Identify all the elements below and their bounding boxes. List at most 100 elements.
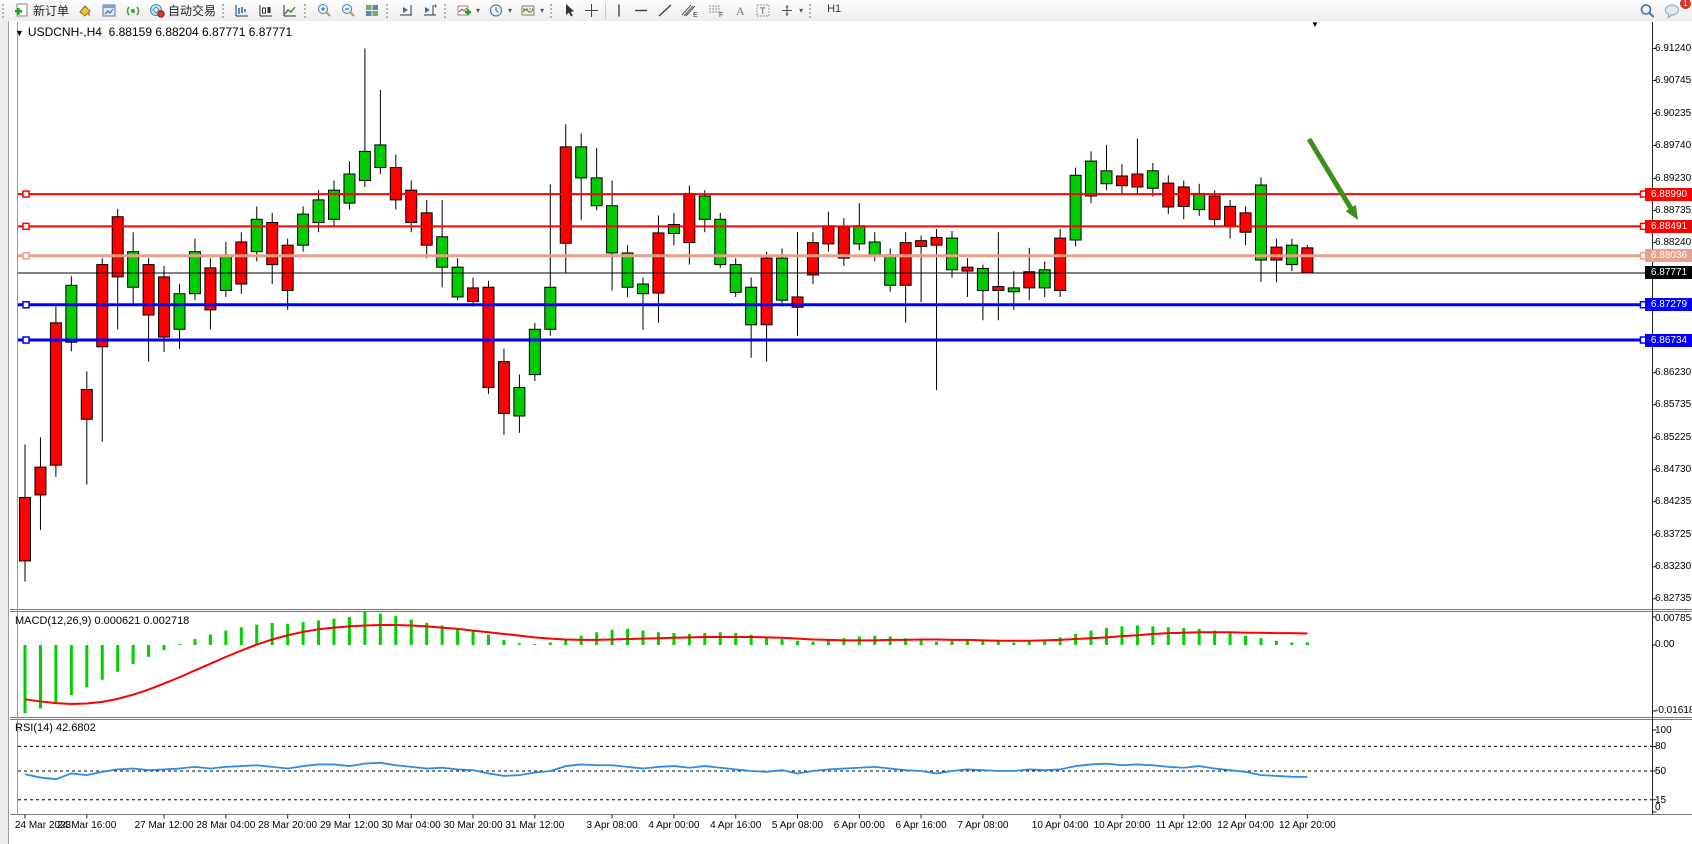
candle-body bbox=[1177, 186, 1190, 207]
candle-body bbox=[158, 276, 171, 338]
level-price-label: 6.86734 bbox=[1645, 333, 1692, 347]
candle-body bbox=[1146, 170, 1159, 189]
candle-body bbox=[976, 267, 989, 291]
candle-body bbox=[1023, 271, 1036, 289]
candle-body bbox=[173, 293, 186, 330]
candle-body bbox=[374, 144, 387, 169]
templates-button[interactable]: ▾ bbox=[516, 1, 548, 20]
ohlc-values: 6.88159 6.88204 6.87771 6.87771 bbox=[108, 25, 293, 39]
periods-dropdown-arrow[interactable]: ▾ bbox=[508, 6, 513, 15]
candle-body bbox=[528, 328, 541, 376]
chat-bubble-icon bbox=[1665, 4, 1679, 19]
cursor-tool-button[interactable] bbox=[558, 1, 580, 20]
search-button[interactable] bbox=[1635, 1, 1660, 20]
candle-body bbox=[1007, 287, 1020, 293]
arrows-tool-button[interactable]: ▾ bbox=[775, 1, 807, 20]
candle-body bbox=[992, 286, 1005, 291]
svg-text:A: A bbox=[736, 4, 745, 18]
symbol-timeframe-label: USDCNH-,H4 bbox=[27, 25, 102, 39]
candle-body bbox=[791, 296, 804, 308]
indicators-dropdown-arrow[interactable]: ▾ bbox=[476, 6, 481, 15]
candle-body bbox=[358, 150, 371, 181]
chart-shift-icon bbox=[424, 4, 438, 16]
price-axis-label: 6.89230 bbox=[1655, 172, 1692, 184]
chart-shift-button[interactable] bbox=[418, 1, 442, 20]
time-axis-label: 29 Mar 12:00 bbox=[319, 820, 379, 831]
level-handle-left[interactable] bbox=[22, 336, 30, 344]
line-chart-mode-button[interactable] bbox=[278, 1, 302, 20]
candle-body bbox=[1301, 247, 1314, 274]
candle-body bbox=[1100, 170, 1113, 185]
symbol-dropdown-icon[interactable]: ▼ bbox=[15, 28, 24, 38]
chart-plot-svg[interactable] bbox=[9, 21, 1692, 844]
text-tool-button[interactable]: A bbox=[729, 1, 751, 20]
tile-windows-icon bbox=[366, 5, 379, 16]
auto-scroll-button[interactable] bbox=[394, 1, 418, 20]
rsi-indicator-label: RSI(14) 42.6802 bbox=[15, 722, 96, 734]
time-axis-label: 12 Apr 04:00 bbox=[1217, 820, 1274, 831]
time-axis-label: 28 Mar 20:00 bbox=[258, 820, 318, 831]
level-handle-left[interactable] bbox=[22, 190, 30, 198]
new-order-button[interactable]: 新订单 bbox=[10, 1, 73, 20]
crosshair-tool-button[interactable] bbox=[580, 1, 603, 20]
equidistant-channel-tool-button[interactable]: E bbox=[677, 1, 703, 20]
zoom-out-button[interactable] bbox=[336, 1, 360, 20]
periods-button[interactable]: ▾ bbox=[484, 1, 516, 20]
level-handle-left[interactable] bbox=[22, 301, 30, 309]
time-axis-label: 11 Apr 12:00 bbox=[1155, 820, 1212, 831]
candlestick-mode-button[interactable] bbox=[254, 1, 278, 20]
level-handle-left[interactable] bbox=[22, 222, 30, 231]
level-price-label: 6.87279 bbox=[1645, 298, 1692, 312]
new-order-icon bbox=[15, 3, 28, 17]
fibonacci-tool-button[interactable]: F bbox=[703, 1, 729, 20]
rsi-axis-label: 50 bbox=[1655, 766, 1667, 777]
level-handle-left[interactable] bbox=[22, 252, 30, 260]
arrows-dropdown-arrow[interactable]: ▾ bbox=[799, 6, 804, 15]
vertical-line-tool-button[interactable] bbox=[609, 1, 629, 20]
candles-layer bbox=[19, 48, 1314, 582]
candle-body bbox=[946, 237, 958, 271]
auto-trading-icon bbox=[150, 4, 165, 18]
channel-icon: E bbox=[681, 4, 698, 18]
text-label-tool-button[interactable]: T bbox=[751, 1, 775, 20]
bar-chart-mode-button[interactable] bbox=[230, 1, 254, 20]
signals-button[interactable] bbox=[121, 1, 145, 20]
chart-window-inner: ▼ USDCNH-,H4 6.88159 6.88204 6.87771 6.87… bbox=[8, 20, 1692, 844]
level-price-label: 6.88036 bbox=[1645, 249, 1692, 263]
price-axis-label: 6.91240 bbox=[1655, 42, 1692, 54]
chat-button[interactable]: 1 bbox=[1660, 0, 1691, 20]
trendline-tool-button[interactable] bbox=[653, 1, 677, 20]
main-toolbar: 新订单 自动 bbox=[0, 0, 1692, 95]
candle-body bbox=[868, 241, 881, 256]
candle-body bbox=[343, 173, 356, 204]
chart-window[interactable]: ▼ USDCNH-,H4 6.88159 6.88204 6.87771 6.87… bbox=[0, 20, 1692, 844]
indicators-icon bbox=[457, 5, 472, 16]
clock-icon bbox=[490, 4, 503, 17]
timeframe-button-H1[interactable]: H1 bbox=[827, 2, 842, 15]
auto-trading-button[interactable]: 自动交易 bbox=[145, 1, 220, 20]
zoom-in-icon bbox=[318, 4, 331, 17]
templates-dropdown-arrow[interactable]: ▾ bbox=[540, 6, 545, 15]
macd-values: 0.000621 0.002718 bbox=[94, 615, 190, 627]
candle-body bbox=[467, 287, 480, 302]
price-axis-label: 6.83230 bbox=[1655, 560, 1692, 572]
arrows-tool-icon bbox=[782, 5, 793, 16]
horizontal-line-tool-button[interactable] bbox=[629, 1, 653, 20]
rsi-axis-label: 15 bbox=[1655, 794, 1667, 806]
zoom-in-button[interactable] bbox=[312, 1, 336, 20]
level-price-label: 6.87771 bbox=[1645, 266, 1692, 280]
candle-body bbox=[420, 212, 433, 246]
tile-windows-button[interactable] bbox=[360, 1, 384, 20]
scroll-to-end-marker[interactable]: ▼ bbox=[1311, 20, 1319, 29]
trend-arrow-annotation[interactable] bbox=[1306, 137, 1353, 210]
candle-body bbox=[482, 286, 495, 389]
svg-text:T: T bbox=[760, 6, 766, 16]
time-axis-label: 6 Apr 00:00 bbox=[833, 820, 885, 831]
price-axis-label: 6.89740 bbox=[1655, 139, 1692, 151]
candlestick-icon bbox=[259, 5, 273, 17]
indicators-button[interactable]: ▾ bbox=[452, 1, 484, 20]
auto-trading-label: 自动交易 bbox=[168, 4, 217, 18]
new-chart-button[interactable] bbox=[97, 1, 121, 20]
styler-button[interactable] bbox=[73, 1, 97, 20]
